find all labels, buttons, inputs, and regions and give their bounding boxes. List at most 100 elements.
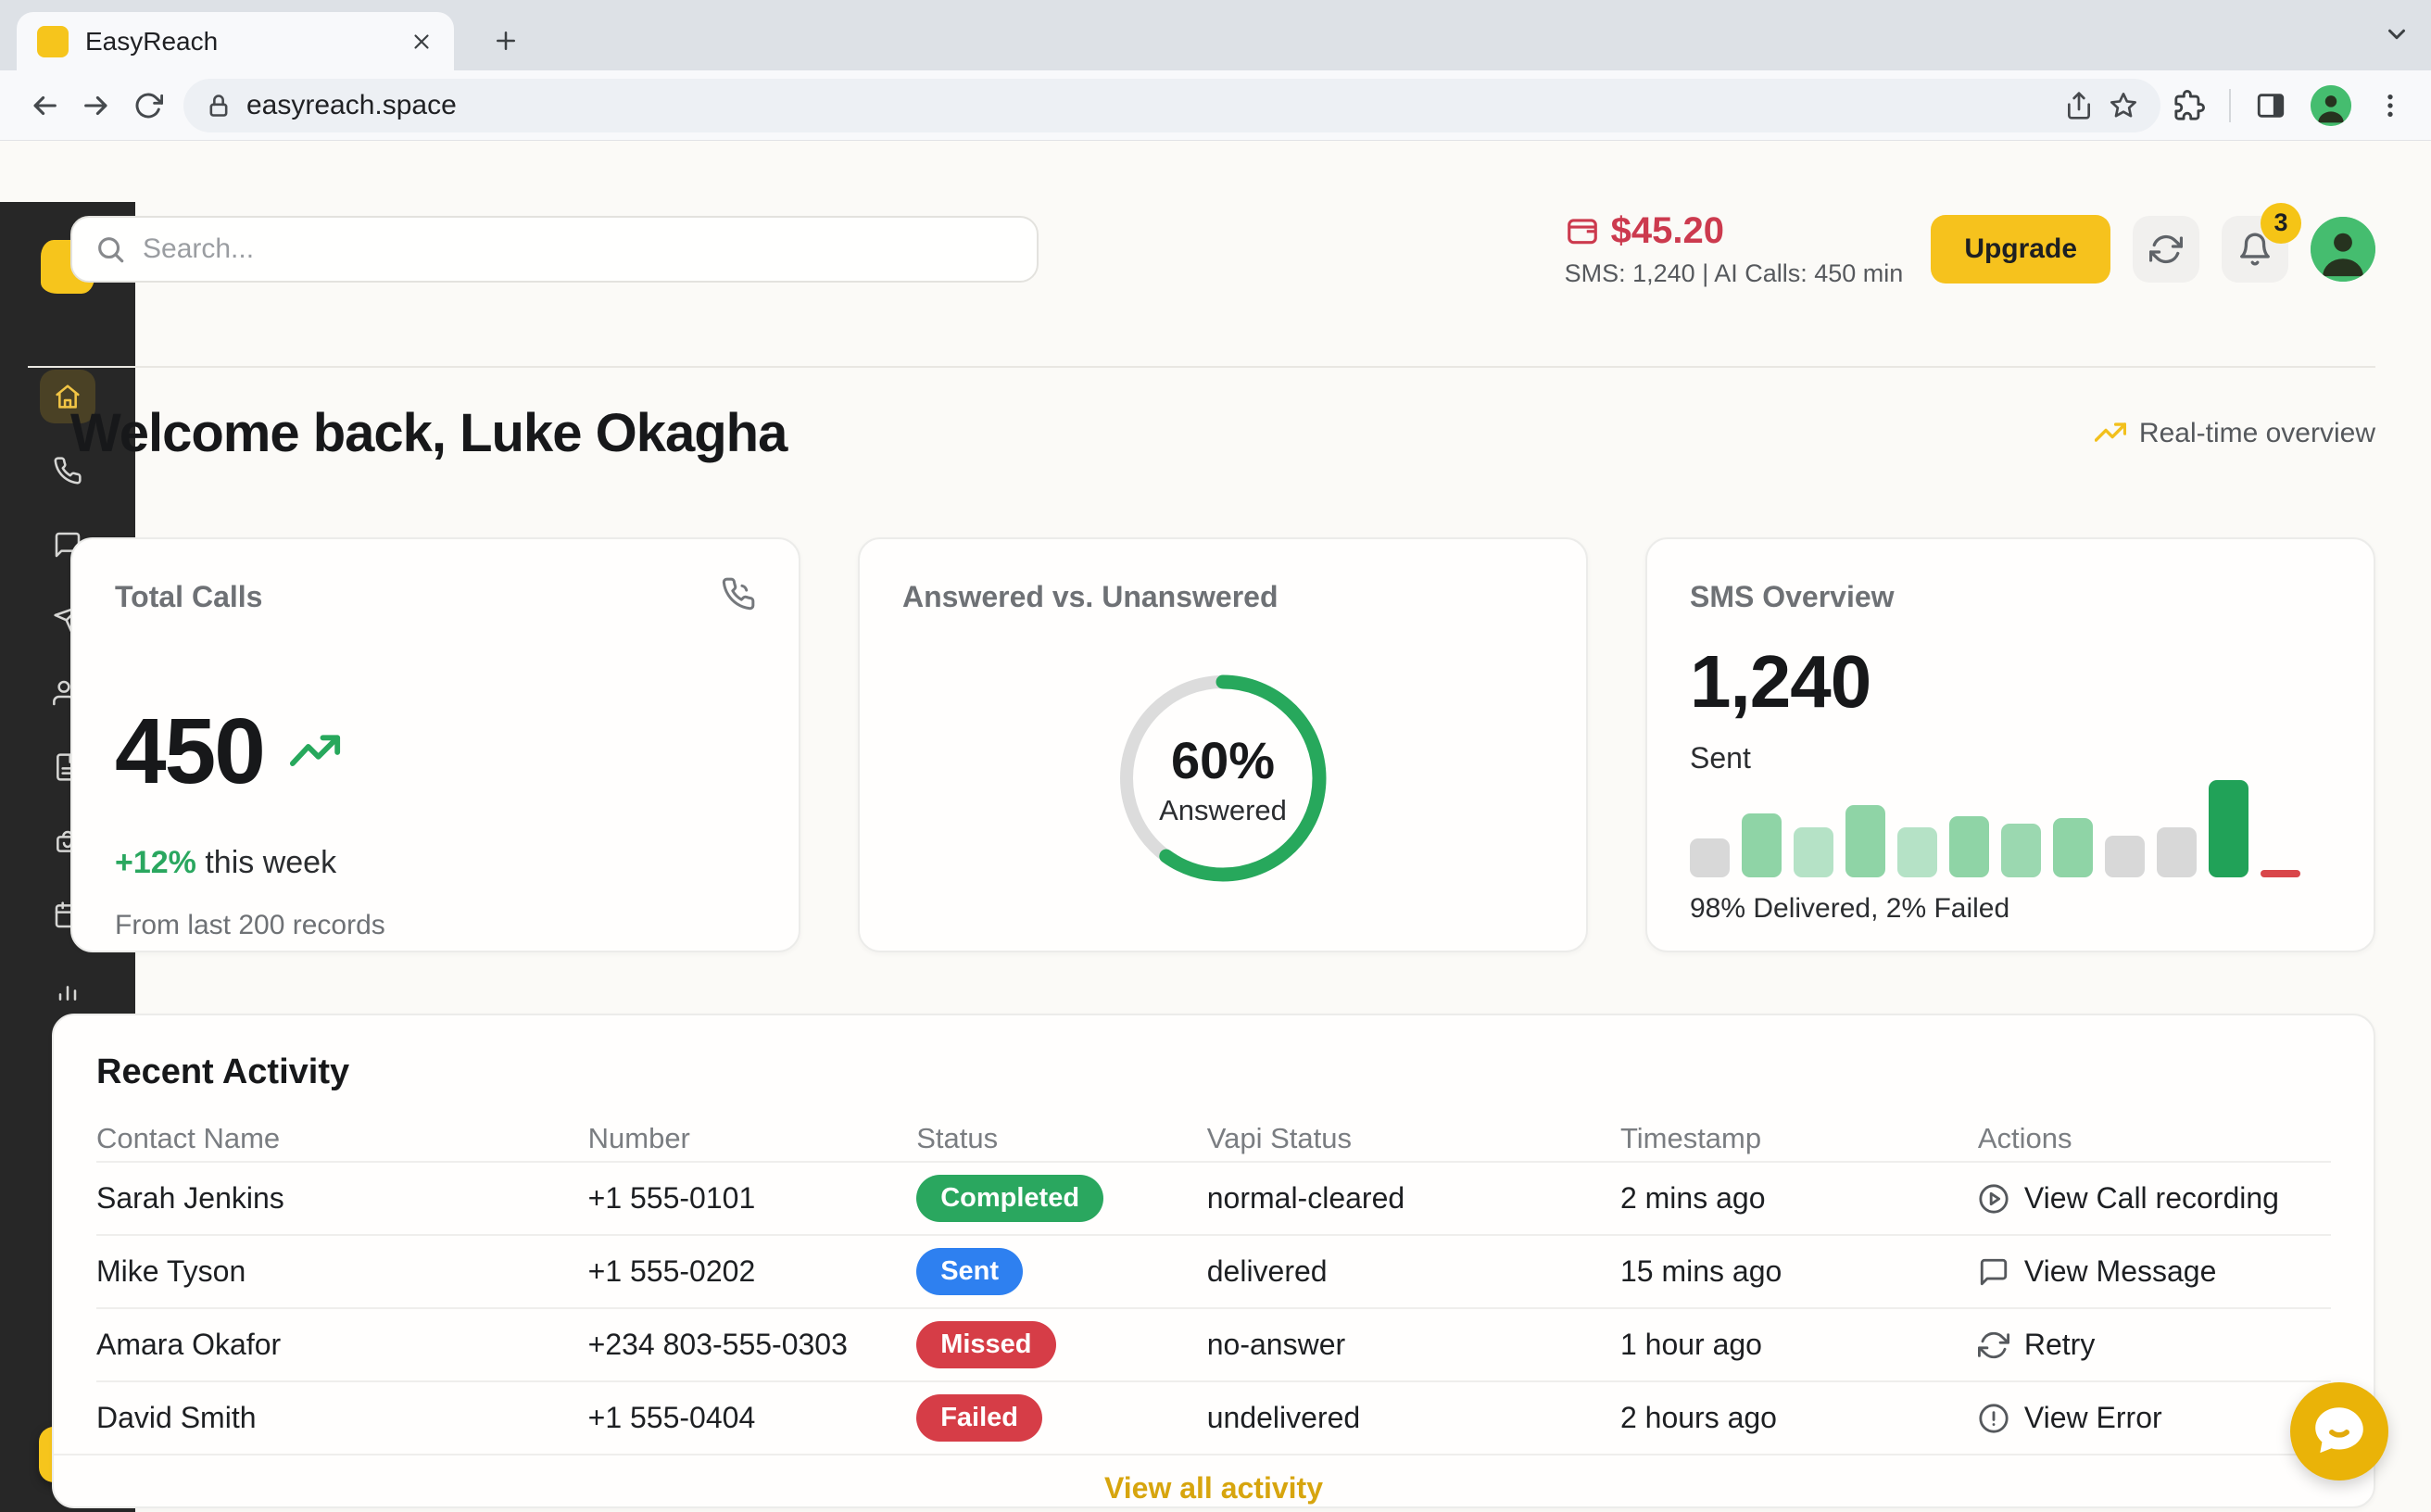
- timestamp: 2 mins ago: [1619, 1181, 1766, 1215]
- sms-sent-label: Sent: [1690, 741, 1751, 775]
- row-action-alert-circle[interactable]: View Error: [1978, 1401, 2331, 1435]
- contact-name: Mike Tyson: [96, 1254, 246, 1288]
- sidebar-item-analytics[interactable]: [40, 963, 95, 1016]
- sms-bar-chart: [1690, 774, 2337, 877]
- search-icon: [94, 233, 126, 265]
- bar-chart-icon: [58, 986, 77, 1001]
- answered-donut-chart: 60% Answered: [1107, 662, 1339, 894]
- notifications-button[interactable]: 3: [2222, 202, 2301, 283]
- table-row: David Smith +1 555-0404 Failed undelivered 2…: [96, 1380, 2331, 1454]
- upgrade-button[interactable]: Upgrade: [1931, 214, 2110, 284]
- tab-close-icon[interactable]: [409, 30, 434, 54]
- refresh-button[interactable]: [2133, 215, 2199, 283]
- reload-icon[interactable]: [122, 80, 174, 132]
- search-bar[interactable]: [70, 215, 1039, 283]
- table-header-row: Contact Name Number Status Vapi Status Times…: [96, 1116, 2331, 1161]
- table-row: Sarah Jenkins +1 555-0101 Completed normal-…: [96, 1161, 2331, 1234]
- answered-percent: 60%: [1170, 730, 1276, 789]
- total-calls-card: Total Calls 450 +12% this week From last…: [70, 537, 800, 952]
- vapi-status: normal-cleared: [1206, 1181, 1405, 1215]
- status-badge: Completed: [916, 1175, 1104, 1222]
- contact-number: +1 555-0202: [587, 1254, 756, 1288]
- answered-card: Answered vs. Unanswered 60% Answered: [858, 537, 1588, 952]
- table-footer: View all activity: [54, 1454, 2374, 1506]
- contact-number: +1 555-0101: [587, 1181, 756, 1215]
- sms-bar: [2261, 869, 2300, 877]
- back-icon[interactable]: [19, 80, 70, 132]
- sms-bar: [1794, 827, 1833, 877]
- status-badge: Sent: [916, 1248, 1024, 1295]
- bell-icon: [2240, 233, 2270, 265]
- sms-bar: [2001, 824, 2041, 877]
- calls-subtext: From last 200 records: [115, 910, 385, 940]
- address-bar[interactable]: easyreach.space: [183, 78, 2160, 132]
- timestamp: 1 hour ago: [1619, 1328, 1762, 1361]
- account-balance: $45.20: [1610, 209, 1724, 251]
- contact-number: +234 803-555-0303: [587, 1328, 848, 1361]
- tab-search-chevron-icon[interactable]: [2383, 20, 2411, 48]
- column-header: Contact Name: [96, 1122, 281, 1154]
- wallet-icon: [1565, 213, 1600, 248]
- action-label: View Error: [2023, 1401, 2162, 1434]
- column-header: Timestamp: [1619, 1122, 1762, 1154]
- phone-icon: [54, 457, 82, 485]
- user-avatar[interactable]: [2311, 216, 2375, 282]
- column-header: Vapi Status: [1206, 1122, 1352, 1154]
- contact-name: David Smith: [96, 1401, 257, 1434]
- contact-number: +1 555-0404: [587, 1401, 756, 1434]
- realtime-overview-label: Real-time overview: [2094, 418, 2375, 449]
- row-action-play-circle[interactable]: View Call recording: [1978, 1181, 2331, 1216]
- action-label: Retry: [2023, 1328, 2096, 1361]
- share-icon[interactable]: [2064, 91, 2094, 120]
- status-badge: Failed: [916, 1394, 1042, 1442]
- toolbar-divider: [2229, 88, 2231, 122]
- trending-up-icon: [2094, 418, 2126, 449]
- sms-bar: [1742, 813, 1782, 877]
- vapi-status: no-answer: [1206, 1328, 1346, 1361]
- chat-bubble-icon: [2315, 1407, 2363, 1454]
- usage-summary: SMS: 1,240 | AI Calls: 450 min: [1564, 258, 1904, 287]
- column-header: Number: [587, 1122, 690, 1154]
- row-action-retry[interactable]: Retry: [1977, 1328, 2331, 1362]
- calls-trending-up-icon: [288, 725, 342, 779]
- side-panel-icon[interactable]: [2255, 90, 2286, 121]
- notification-badge: 3: [2261, 202, 2301, 244]
- action-label: View Message: [2023, 1254, 2217, 1288]
- view-all-activity-link[interactable]: View all activity: [1104, 1470, 1323, 1505]
- sms-bar: [1949, 815, 1989, 877]
- home-icon: [56, 384, 80, 409]
- recent-activity-card: Recent Activity Contact Name Number Status…: [52, 1014, 2375, 1508]
- answered-label: Answered: [1159, 793, 1287, 826]
- forward-icon[interactable]: [70, 80, 122, 132]
- sms-title: SMS Overview: [1690, 580, 1895, 613]
- browser-tab[interactable]: EasyReach: [17, 12, 454, 70]
- play-circle-icon: [1979, 1183, 2009, 1214]
- chat-widget-button[interactable]: [2290, 1382, 2388, 1480]
- status-badge: Missed: [916, 1321, 1056, 1368]
- new-tab-button[interactable]: [485, 20, 526, 61]
- sms-overview-card: SMS Overview 1,240 Sent 98% Delivered, 2…: [1645, 537, 2375, 952]
- browser-tab-strip: EasyReach: [0, 0, 2431, 70]
- extensions-icon[interactable]: [2173, 89, 2205, 121]
- sidebar-item-home[interactable]: [40, 370, 95, 423]
- bookmark-star-icon[interactable]: [2109, 91, 2138, 120]
- sms-bar: [2157, 827, 2197, 877]
- sidebar-item-calls[interactable]: [40, 444, 95, 498]
- recent-activity-title: Recent Activity: [96, 1052, 350, 1091]
- timestamp: 2 hours ago: [1619, 1401, 1777, 1434]
- row-action-message-square[interactable]: View Message: [1978, 1254, 2331, 1289]
- browser-profile-avatar[interactable]: [2311, 84, 2351, 126]
- search-input[interactable]: [143, 233, 1014, 265]
- tab-title: EasyReach: [85, 26, 219, 56]
- balance-block: $45.20 SMS: 1,240 | AI Calls: 450 min: [1565, 210, 1904, 288]
- table-row: Mike Tyson +1 555-0202 Sent delivered 15 min…: [96, 1234, 2331, 1307]
- menu-dots-icon[interactable]: [2375, 91, 2405, 120]
- calls-delta: +12% this week: [115, 845, 337, 880]
- retry-icon: [1977, 1331, 2009, 1358]
- sms-bar: [2105, 835, 2145, 877]
- vapi-status: undelivered: [1206, 1401, 1361, 1434]
- answered-title: Answered vs. Unanswered: [902, 580, 1278, 613]
- contact-name: Sarah Jenkins: [96, 1181, 284, 1215]
- phone-call-icon: [721, 576, 756, 611]
- vapi-status: delivered: [1206, 1254, 1328, 1288]
